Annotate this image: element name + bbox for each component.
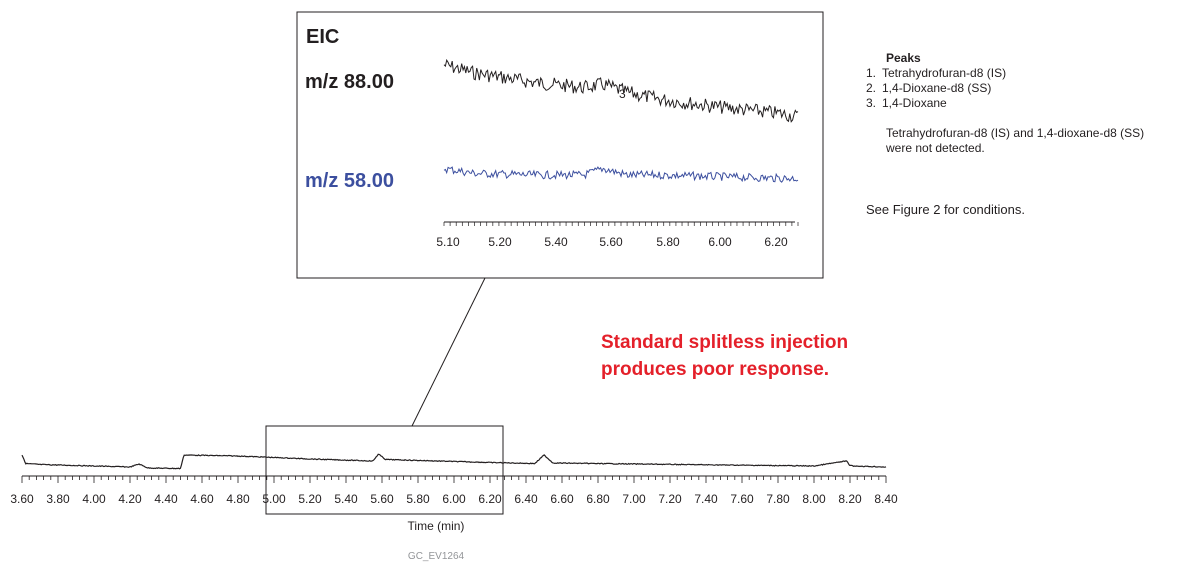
main-tick-label: 6.00: [442, 492, 466, 506]
zoom-window-box: [265, 425, 504, 515]
eic-inset-box: [296, 11, 824, 279]
main-tick-label: 4.40: [154, 492, 178, 506]
main-tick-label: 7.40: [694, 492, 718, 506]
main-tick-label: 5.00: [262, 492, 286, 506]
figure-code: GC_EV1264: [408, 551, 465, 562]
eic-ticks: [443, 222, 799, 226]
callout-line-1: Standard splitless injection: [601, 332, 848, 353]
eic-tick-label: 6.00: [708, 235, 732, 249]
main-tick-label: 7.20: [658, 492, 682, 506]
zoom-connector-line: [411, 277, 486, 427]
eic-tick-label: 6.20: [764, 235, 788, 249]
main-tick-label: 6.20: [478, 492, 502, 506]
legend-note: were not detected.: [885, 141, 985, 155]
legend-heading: Peaks: [886, 51, 921, 65]
x-axis-label: Time (min): [408, 519, 465, 533]
eic-tick-label: 5.40: [544, 235, 568, 249]
callout-line-2: produces poor response.: [601, 359, 829, 380]
main-tick-label: 3.60: [10, 492, 34, 506]
main-tick-label: 5.20: [298, 492, 322, 506]
callout-text: Standard splitless injection produces po…: [601, 332, 848, 380]
main-tick-label: 6.60: [550, 492, 574, 506]
eic-traces: [443, 58, 799, 183]
main-tick-label: 8.40: [874, 492, 898, 506]
eic-tick-label: 5.60: [599, 235, 623, 249]
main-trace: [21, 453, 887, 470]
eic-series-label-88: m/z 88.00: [305, 71, 394, 93]
conditions-note: See Figure 2 for conditions.: [866, 202, 1025, 217]
main-tick-label: 8.20: [838, 492, 862, 506]
main-tick-label: 4.80: [226, 492, 250, 506]
legend-item: 2. 1,4-Dioxane-d8 (SS): [866, 81, 991, 95]
main-tick-label: 5.60: [370, 492, 394, 506]
main-tick-labels: 3.60 3.80 4.00 4.20 4.40 4.60 4.80 5.00 5.20 5.40…: [10, 492, 898, 506]
main-tick-label: 6.40: [514, 492, 538, 506]
main-tick-label: 7.60: [730, 492, 754, 506]
main-tick-label: 8.00: [802, 492, 826, 506]
legend-note: Tetrahydrofuran-d8 (IS) and 1,4-dioxane-…: [886, 126, 1144, 140]
eic-series-line: [443, 58, 799, 123]
eic-series-line: [443, 166, 799, 183]
eic-title: EIC: [306, 26, 339, 48]
eic-tick-label: 5.10: [436, 235, 460, 249]
main-tick-label: 4.00: [82, 492, 106, 506]
eic-series-label-58: m/z 58.00: [305, 170, 394, 192]
main-tick-label: 7.80: [766, 492, 790, 506]
legend-item: 3. 1,4-Dioxane: [866, 96, 947, 110]
main-tick-label: 5.40: [334, 492, 358, 506]
legend-item: 1. Tetrahydrofuran-d8 (IS): [866, 66, 1006, 80]
eic-peak-label: 3: [619, 87, 626, 101]
peaks-legend: Peaks 1. Tetrahydrofuran-d8 (IS) 2. 1,4-…: [866, 51, 1144, 217]
eic-tick-label: 5.20: [488, 235, 512, 249]
eic-tick-label: 5.80: [656, 235, 680, 249]
main-tick-label: 4.60: [190, 492, 214, 506]
main-tick-label: 7.00: [622, 492, 646, 506]
main-tick-label: 4.20: [118, 492, 142, 506]
main-series-line: [21, 453, 887, 470]
main-tick-label: 5.80: [406, 492, 430, 506]
main-tick-label: 6.80: [586, 492, 610, 506]
eic-tick-labels: 5.10 5.20 5.40 5.60 5.80 6.00 6.20: [436, 235, 788, 249]
main-tick-label: 3.80: [46, 492, 70, 506]
main-ticks: [21, 476, 887, 483]
